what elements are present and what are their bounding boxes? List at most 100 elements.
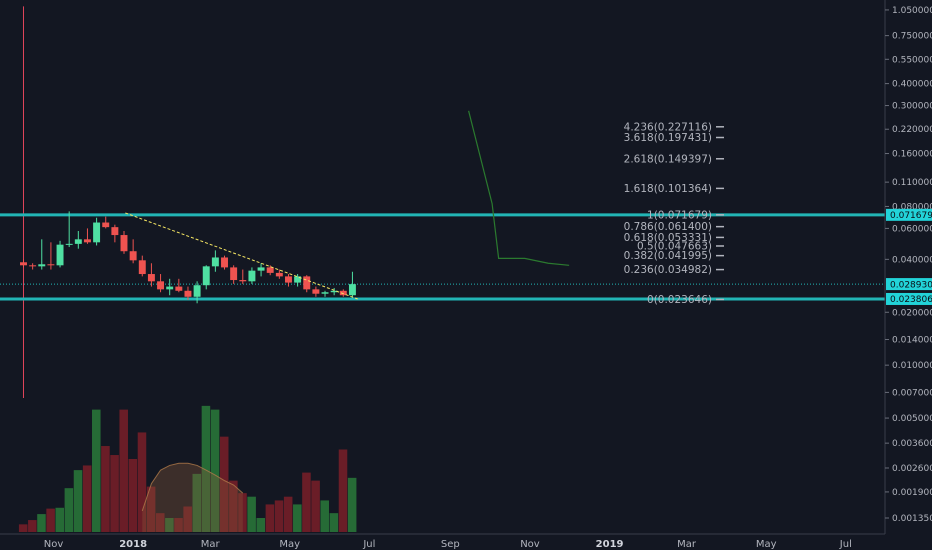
- volume-bar: [28, 520, 37, 532]
- y-tick-label: 0.003600: [892, 439, 932, 449]
- candle-body: [29, 265, 37, 267]
- candle[interactable]: [230, 265, 238, 284]
- x-tick-label: May: [279, 539, 300, 550]
- candle[interactable]: [257, 263, 265, 277]
- y-tick-label: 0.550000: [892, 55, 932, 65]
- forecast-path-line[interactable]: [468, 110, 570, 266]
- candle-body: [20, 262, 27, 266]
- candle[interactable]: [248, 267, 256, 284]
- volume-bar: [329, 513, 339, 532]
- candle[interactable]: [102, 216, 110, 229]
- candle-body: [129, 251, 137, 261]
- fib-level-label: 0.5(0.047663): [637, 240, 712, 252]
- candle[interactable]: [147, 263, 155, 287]
- volume-pane: [18, 405, 357, 532]
- volume-bar: [174, 518, 183, 532]
- candle[interactable]: [20, 259, 27, 268]
- price-tag-label: 0.071679: [890, 211, 932, 221]
- price-tag: [886, 278, 932, 291]
- descending-trendline[interactable]: [125, 212, 358, 300]
- volume-bar: [110, 455, 119, 532]
- candle[interactable]: [29, 263, 37, 270]
- volume-bar: [55, 507, 65, 532]
- x-tick-label: Jul: [362, 539, 375, 550]
- candle-body: [230, 267, 238, 281]
- volume-bar: [192, 473, 202, 532]
- candle[interactable]: [202, 265, 210, 290]
- candle[interactable]: [74, 230, 82, 249]
- candle[interactable]: [294, 274, 302, 287]
- candle[interactable]: [47, 242, 55, 270]
- candle-body: [83, 239, 91, 243]
- fib-level-label: 4.236(0.227116): [624, 121, 712, 133]
- candle[interactable]: [275, 269, 283, 279]
- fib-level-label: 0.618(0.053331): [624, 232, 712, 244]
- candle[interactable]: [348, 271, 356, 297]
- volume-bar: [155, 513, 165, 532]
- candle-body: [312, 289, 320, 294]
- volume-bar: [183, 506, 192, 532]
- price-tag: [886, 208, 932, 221]
- candle-body: [211, 257, 219, 267]
- volume-bar: [137, 432, 147, 532]
- volume-bar: [64, 488, 74, 532]
- candle[interactable]: [330, 287, 338, 296]
- candle[interactable]: [184, 286, 192, 300]
- price-tag-label: 0.023806: [890, 295, 932, 305]
- candle[interactable]: [193, 281, 201, 304]
- candle-body: [47, 264, 55, 266]
- candle[interactable]: [321, 290, 329, 297]
- fib-level-label: 0(0.023646): [647, 294, 712, 306]
- y-tick-label: 0.300000: [892, 102, 932, 112]
- candle[interactable]: [138, 255, 146, 277]
- candle[interactable]: [83, 228, 91, 244]
- y-tick-label: 0.400000: [892, 80, 932, 90]
- candle[interactable]: [211, 250, 219, 272]
- candle-body: [157, 281, 165, 290]
- candle[interactable]: [175, 278, 183, 293]
- volume-bar: [219, 436, 229, 532]
- y-tick-label: 0.160000: [892, 150, 932, 160]
- volume-bar: [247, 496, 256, 532]
- price-tag: [886, 292, 932, 305]
- candle-body: [65, 243, 73, 245]
- candle[interactable]: [221, 255, 228, 270]
- candle[interactable]: [166, 278, 174, 296]
- volume-bar: [256, 518, 266, 532]
- candle[interactable]: [120, 230, 128, 254]
- candle[interactable]: [129, 239, 137, 264]
- volume-ma-line: [141, 462, 244, 512]
- candle[interactable]: [65, 211, 73, 248]
- candle-body: [294, 276, 302, 283]
- candle[interactable]: [303, 275, 311, 293]
- volume-bar: [320, 500, 329, 532]
- fib-level-label: 0.786(0.061400): [624, 221, 712, 233]
- candle-body: [285, 276, 292, 283]
- volume-bar: [146, 486, 156, 532]
- candle[interactable]: [111, 224, 119, 243]
- candle[interactable]: [239, 269, 247, 284]
- x-tick-label: 2018: [119, 539, 147, 550]
- candle[interactable]: [93, 217, 101, 246]
- candle[interactable]: [285, 274, 292, 287]
- candle[interactable]: [157, 274, 165, 293]
- y-tick-label: 0.014000: [892, 335, 932, 345]
- candle-body: [56, 244, 64, 266]
- y-tick-label: 0.080000: [892, 202, 932, 212]
- candle[interactable]: [312, 286, 320, 297]
- candle-body: [74, 239, 82, 244]
- candle-body: [93, 222, 101, 243]
- candle[interactable]: [56, 240, 64, 268]
- volume-ma-area: [142, 463, 243, 532]
- candle-body: [239, 280, 247, 282]
- y-tick-label: 0.060000: [892, 224, 932, 234]
- candle[interactable]: [38, 239, 46, 270]
- x-tick-label: May: [756, 539, 777, 550]
- candle[interactable]: [339, 289, 347, 297]
- fib-level-label: 1(0.071679): [647, 209, 712, 221]
- candle[interactable]: [266, 265, 274, 276]
- y-tick-label: 0.110000: [892, 178, 932, 188]
- volume-bar: [201, 405, 211, 532]
